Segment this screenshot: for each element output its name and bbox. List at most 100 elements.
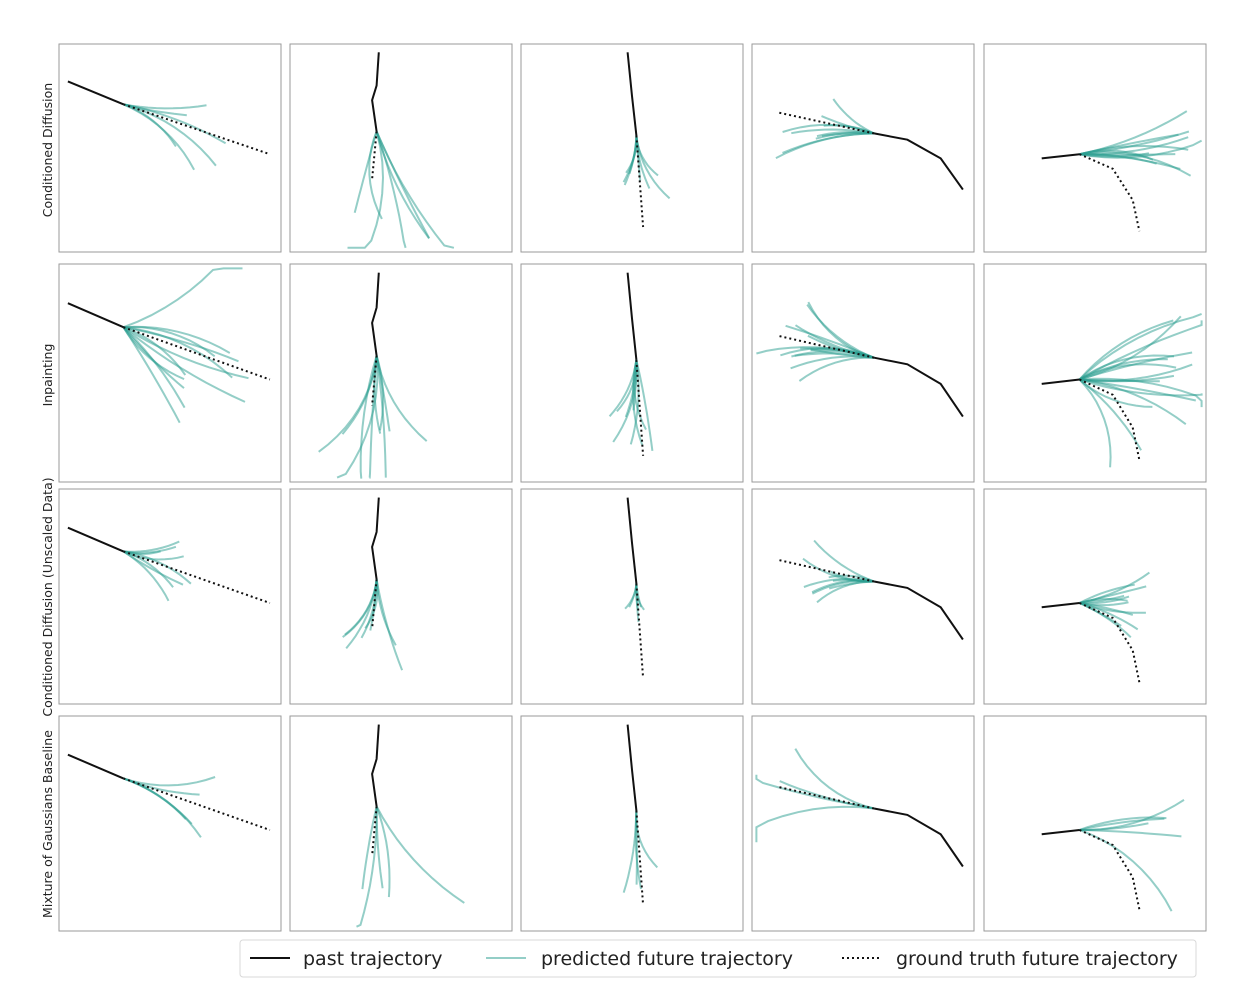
predicted-trajectory — [361, 806, 378, 890]
predicted-trajectory — [1079, 583, 1135, 604]
predicted-trajectory — [798, 356, 875, 382]
predicted-trajectory — [1079, 378, 1203, 397]
past-trajectory — [873, 580, 964, 641]
predicted-trajectory — [782, 132, 875, 154]
trajectory-panel — [289, 263, 513, 483]
predicted-trajectory — [1079, 363, 1193, 382]
panel-grid — [58, 43, 1207, 932]
ground-truth-trajectory — [778, 559, 875, 583]
past-trajectory — [371, 497, 380, 580]
past-trajectory — [626, 497, 638, 584]
predicted-trajectory — [755, 805, 875, 843]
panel-frame — [58, 715, 282, 932]
predicted-trajectory — [123, 540, 180, 553]
panel-frame — [751, 715, 975, 932]
legend-past-label: past trajectory — [303, 948, 443, 970]
ground-truth-trajectory — [371, 579, 378, 629]
predicted-trajectory — [1079, 378, 1187, 426]
predicted-trajectory — [1078, 378, 1112, 468]
predicted-trajectory — [635, 810, 638, 885]
predicted-trajectory — [368, 355, 378, 479]
past-trajectory — [1041, 602, 1080, 609]
ground-truth-trajectory — [778, 334, 875, 359]
predicted-trajectory — [318, 355, 378, 453]
past-trajectory — [1041, 378, 1080, 385]
panel-frame — [520, 715, 744, 932]
row-label: Inpainting — [40, 344, 55, 407]
predicted-trajectory — [375, 131, 431, 240]
predicted-trajectory — [1078, 354, 1175, 381]
predicted-trajectory — [1078, 319, 1174, 381]
ground-truth-trajectory — [1079, 602, 1141, 683]
panel-frame — [58, 43, 282, 253]
trajectory-panel — [520, 488, 744, 705]
row-label: Conditioned Diffusion — [40, 83, 55, 217]
predicted-trajectory — [794, 748, 875, 810]
predicted-trajectory — [375, 131, 455, 249]
row-label: Mixture of Gaussians Baseline — [40, 730, 55, 918]
past-trajectory — [371, 724, 380, 807]
predicted-trajectory — [375, 579, 404, 671]
ground-truth-trajectory — [123, 550, 271, 604]
trajectory-panel — [58, 488, 282, 705]
panel-frame — [520, 263, 744, 483]
row-labels: Conditioned Diffusion Inpainting Condition… — [40, 83, 55, 918]
trajectory-panel — [983, 43, 1207, 253]
predicted-trajectory — [1078, 312, 1202, 381]
past-trajectory — [626, 272, 638, 361]
panel-frame — [983, 715, 1207, 932]
predicted-trajectory — [375, 805, 465, 904]
predicted-trajectory — [375, 805, 391, 898]
past-trajectory — [1041, 829, 1080, 836]
row-label: Conditioned Diffusion (Unscaled Data) — [40, 477, 55, 716]
predicted-trajectory — [336, 355, 379, 479]
trajectory-panel — [751, 488, 975, 705]
predicted-trajectory — [830, 570, 875, 583]
predicted-trajectory — [791, 128, 875, 135]
predicted-trajectory — [813, 539, 875, 583]
predicted-trajectory — [623, 135, 638, 186]
panel-frame — [289, 488, 513, 705]
predicted-trajectory — [612, 359, 638, 443]
predicted-trajectory — [624, 583, 638, 610]
predicted-trajectory — [1079, 153, 1176, 156]
panel-frame — [520, 488, 744, 705]
trajectory-panel — [751, 43, 975, 253]
trajectory-panel — [520, 715, 744, 932]
ground-truth-trajectory — [123, 777, 271, 831]
ground-truth-trajectory — [371, 355, 378, 406]
past-trajectory — [67, 526, 124, 553]
panel-frame — [289, 715, 513, 932]
ground-truth-trajectory — [635, 135, 645, 228]
predicted-trajectory — [123, 103, 217, 167]
predicted-trajectory — [832, 98, 875, 135]
legend-box — [239, 939, 1197, 978]
predicted-trajectory — [353, 131, 378, 213]
past-trajectory — [371, 272, 380, 356]
past-trajectory — [626, 52, 638, 136]
trajectory-panel — [983, 263, 1207, 483]
predicted-trajectory — [629, 359, 640, 445]
predicted-trajectory — [123, 776, 216, 787]
ground-truth-trajectory — [371, 131, 378, 180]
panel-frame — [289, 43, 513, 253]
predicted-trajectory — [122, 326, 185, 381]
predicted-trajectory — [1079, 822, 1149, 831]
trajectory-panel — [58, 263, 282, 483]
predicted-trajectory — [359, 355, 378, 479]
predicted-trajectory — [1078, 378, 1153, 408]
past-trajectory — [67, 80, 124, 106]
trajectory-panel — [751, 715, 975, 932]
past-trajectory — [67, 302, 124, 329]
predicted-trajectory — [123, 326, 239, 363]
panel-frame — [751, 488, 975, 705]
trajectory-panel — [289, 715, 513, 932]
predicted-trajectory — [375, 355, 387, 478]
predicted-trajectory — [635, 359, 654, 452]
ground-truth-trajectory — [635, 810, 645, 906]
trajectory-panel — [58, 715, 282, 932]
trajectory-panel — [58, 43, 282, 253]
trajectory-panel — [289, 488, 513, 705]
ground-truth-trajectory — [123, 326, 271, 381]
